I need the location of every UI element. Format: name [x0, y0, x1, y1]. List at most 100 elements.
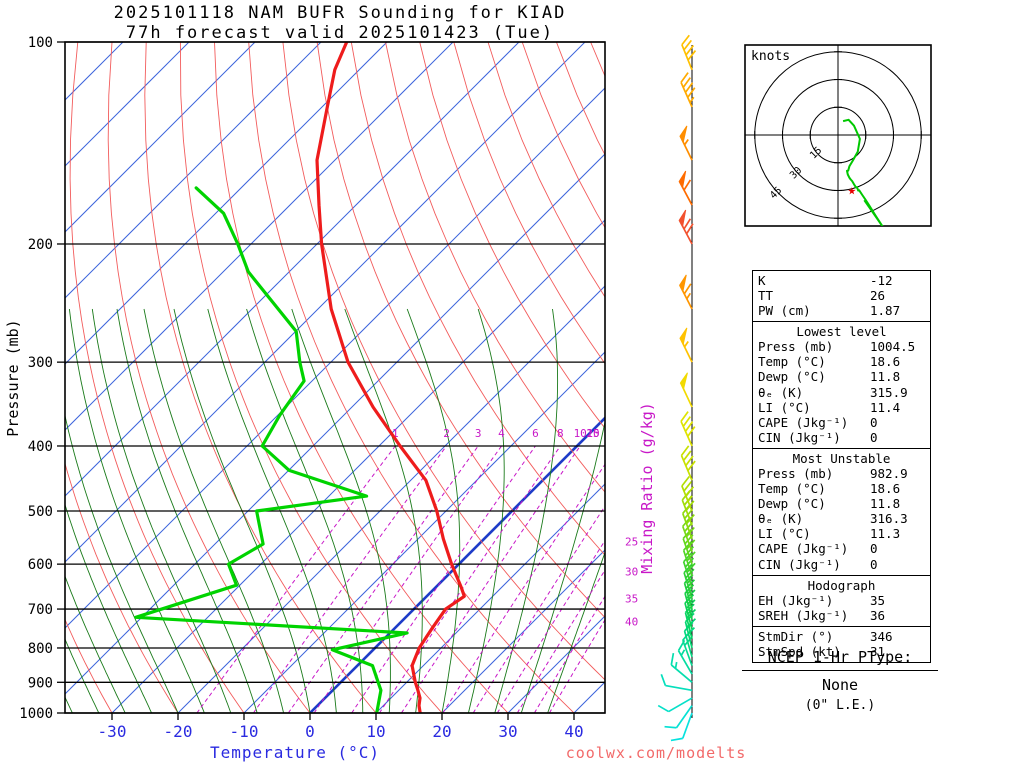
stats-row: CIN (Jkg⁻¹) 0	[758, 429, 878, 445]
wind-barb	[678, 170, 693, 206]
svg-text:-20: -20	[164, 722, 193, 741]
wind-barb	[679, 125, 693, 161]
hodograph-trace	[842, 118, 884, 226]
stats-row: K -12	[758, 273, 893, 288]
svg-text:0: 0	[305, 722, 315, 741]
pressure-axis-label: Pressure (mb)	[4, 319, 22, 437]
stats-section: Hodograph EH (Jkg⁻¹) 35 SREH (Jkg⁻¹) 36	[753, 574, 930, 626]
temperature-axis-label: Temperature (°C)	[209, 743, 381, 762]
svg-text:40: 40	[564, 722, 583, 741]
svg-text:1000: 1000	[19, 706, 53, 722]
svg-text:20: 20	[432, 722, 451, 741]
temperature-curve	[315, 42, 466, 713]
svg-text:200: 200	[28, 237, 53, 253]
svg-text:-10: -10	[230, 722, 259, 741]
svg-text:15: 15	[808, 145, 824, 161]
stats-row: θₑ (K) 316.3	[758, 511, 908, 527]
storm-motion-star: ★	[848, 183, 857, 199]
stats-row: Temp (°C) 18.6	[758, 481, 901, 497]
stats-row: Dewp (°C) 11.8	[758, 496, 901, 512]
stats-section-header: Most Unstable	[792, 450, 891, 466]
wind-barb	[681, 475, 695, 512]
stats-row: CAPE (Jkg⁻¹) 0	[758, 541, 878, 557]
svg-text:25: 25	[625, 535, 638, 548]
svg-text:800: 800	[28, 641, 53, 657]
wind-barb	[678, 274, 693, 310]
stats-row: EH (Jkg⁻¹) 35	[758, 592, 886, 608]
hodograph-units-label: knots	[751, 49, 791, 64]
stats-row: Press (mb) 1004.5	[758, 339, 916, 355]
svg-text:15: 15	[586, 427, 599, 440]
stats-row: LI (°C) 11.4	[758, 399, 901, 415]
stats-row: SREH (Jkg⁻¹) 36	[758, 607, 886, 623]
svg-text:400: 400	[28, 439, 53, 455]
svg-text:300: 300	[28, 355, 53, 371]
sounding-curves	[134, 42, 466, 713]
stats-section: Most Unstable Press (mb) 982.9 Temp (°C) 18.…	[753, 447, 930, 575]
pressure-gridlines: 100 200 300 400 500 600 700 800 900 1000	[19, 35, 605, 722]
wind-barb	[679, 372, 693, 408]
wind-barb	[682, 552, 696, 588]
ptype-title: NCEP 1-Hr PType:	[742, 648, 938, 671]
svg-text:4: 4	[498, 427, 505, 440]
wind-barb	[680, 72, 696, 108]
svg-text:600: 600	[28, 557, 53, 573]
ptype-value: None	[821, 676, 859, 694]
stats-section: K -12 TT 26 PW (cm) 1.87	[753, 271, 930, 321]
stats-row: CIN (Jkg⁻¹) 0	[758, 556, 878, 572]
stats-row: PW (cm) 1.87	[758, 303, 901, 319]
svg-text:1: 1	[392, 427, 399, 440]
stats-row: LI (°C) 11.3	[758, 526, 901, 542]
plot-border	[64, 41, 606, 714]
svg-text:100: 100	[28, 35, 53, 51]
wind-barb	[670, 652, 693, 683]
svg-text:30: 30	[498, 722, 517, 741]
svg-text:8: 8	[557, 427, 564, 440]
stats-row: Temp (°C) 18.6	[758, 354, 901, 370]
chart-title-line2: 77h forecast valid 2025101423 (Tue)	[125, 23, 555, 43]
svg-text:3: 3	[475, 427, 482, 440]
wind-barb	[682, 540, 696, 577]
ptype-note: (0" L.E.)	[804, 698, 876, 713]
wind-barb	[678, 209, 694, 245]
svg-text:2: 2	[443, 427, 450, 440]
wind-barb	[657, 697, 693, 713]
stats-section: StmDir (°) 346 StmSpd (kt) 31	[753, 625, 930, 662]
wind-barb	[670, 712, 693, 742]
svg-text:-30: -30	[98, 722, 127, 741]
svg-text:30: 30	[788, 165, 804, 181]
svg-text:700: 700	[28, 602, 53, 618]
svg-text:30: 30	[625, 565, 638, 578]
stats-row: TT 26	[758, 288, 886, 304]
svg-text:900: 900	[28, 675, 53, 691]
stats-row: CAPE (Jkg⁻¹) 0	[758, 414, 878, 430]
svg-text:20: 20	[586, 427, 599, 440]
stats-row: StmDir (°) 346	[758, 628, 893, 644]
stats-panel: K -12 TT 26 PW (cm) 1.87 Lowest level Press (mb…	[752, 270, 931, 663]
stats-row: Press (mb) 982.9	[758, 465, 908, 481]
svg-text:6: 6	[532, 427, 539, 440]
wind-barb	[679, 327, 693, 363]
dewpoint-curve	[134, 186, 409, 713]
svg-text:35: 35	[625, 592, 638, 605]
wind-barb	[680, 411, 696, 447]
chart-title-line1: 2025101118 NAM BUFR Sounding for KIAD	[113, 3, 567, 23]
stats-row: Dewp (°C) 11.8	[758, 369, 901, 385]
stats-section-header: Lowest level	[796, 324, 887, 340]
svg-text:10: 10	[366, 722, 385, 741]
mixing-ratio-axis-label: Mixing Ratio (g/kg)	[638, 402, 656, 574]
stats-section: Lowest level Press (mb) 1004.5 Temp (°C) 18.…	[753, 321, 930, 448]
watermark-link[interactable]: coolwx.com/modelts	[565, 744, 747, 762]
wind-barb	[681, 34, 697, 71]
svg-text:45: 45	[768, 185, 784, 201]
wind-barb	[664, 705, 693, 729]
wind-barb	[683, 563, 695, 599]
temperature-ticks: -30 -20 -10 0 10 20 30 40	[98, 713, 584, 741]
svg-text:500: 500	[28, 504, 53, 520]
stats-row: StmSpd (kt) 31	[758, 643, 886, 659]
wind-barb	[660, 674, 693, 692]
